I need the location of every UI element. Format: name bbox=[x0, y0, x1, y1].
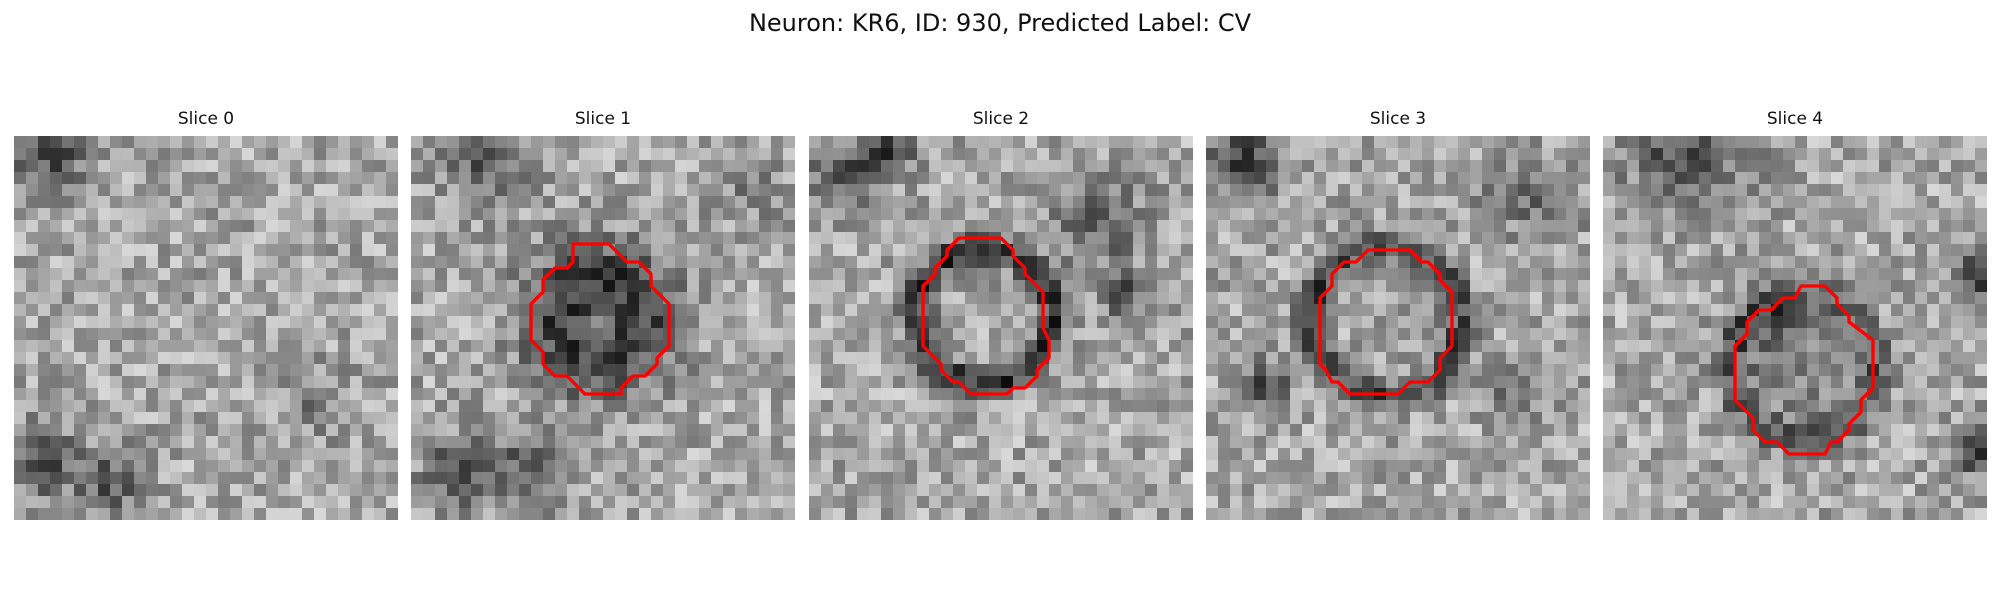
slice-title: Slice 2 bbox=[972, 109, 1030, 129]
slice-panel-3: Slice 3 bbox=[1206, 108, 1590, 520]
slice-image-3 bbox=[1206, 136, 1590, 520]
slice-image-2 bbox=[809, 136, 1193, 520]
figure-title: Neuron: KR6, ID: 930, Predicted Label: C… bbox=[748, 9, 1252, 37]
slice-title: Slice 1 bbox=[574, 109, 632, 129]
segmentation-contour bbox=[529, 242, 671, 396]
slice-title: Slice 3 bbox=[1369, 109, 1427, 129]
segmentation-contour bbox=[1733, 284, 1875, 456]
pixel-grid bbox=[1603, 136, 1987, 520]
pixel-grid bbox=[1206, 136, 1590, 520]
slice-panel-1: Slice 1 bbox=[411, 108, 795, 520]
pixel-grid bbox=[411, 136, 795, 520]
slice-title: Slice 0 bbox=[177, 109, 235, 129]
slice-image-0 bbox=[14, 136, 398, 520]
pixel-grid bbox=[14, 136, 398, 520]
slice-title: Slice 4 bbox=[1766, 109, 1824, 129]
slice-panel-4: Slice 4 bbox=[1603, 108, 1987, 520]
slice-panel-0: Slice 0 bbox=[14, 108, 398, 520]
slice-panel-2: Slice 2 bbox=[809, 108, 1193, 520]
segmentation-contour bbox=[1318, 248, 1454, 396]
slice-image-1 bbox=[411, 136, 795, 520]
pixel-grid bbox=[809, 136, 1193, 520]
segmentation-contour bbox=[921, 236, 1051, 396]
slice-image-4 bbox=[1603, 136, 1987, 520]
